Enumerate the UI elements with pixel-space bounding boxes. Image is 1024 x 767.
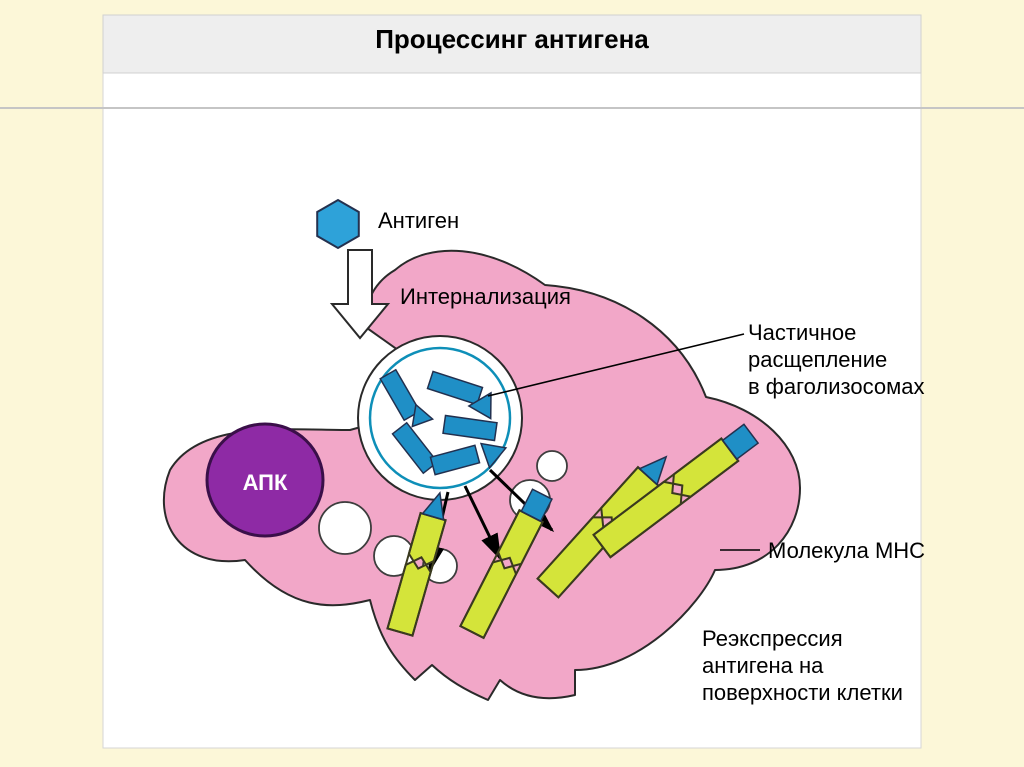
cleavage-label: Частичное расщепление в фаголизосомах — [748, 320, 924, 400]
nucleus-label: АПК — [0, 470, 565, 496]
mhc-label: Молекула МНС — [768, 538, 925, 565]
reexpression-label: Реэкспрессия антигена на поверхности кле… — [702, 626, 903, 706]
antigen-label: Антиген — [378, 208, 459, 235]
internalization-label: Интернализация — [400, 284, 571, 311]
diagram-title: Процессинг антигена — [212, 24, 812, 55]
diagram-stage: Процессинг антигена АПК Антиген Интернал… — [0, 0, 1024, 767]
vesicle — [319, 502, 371, 554]
